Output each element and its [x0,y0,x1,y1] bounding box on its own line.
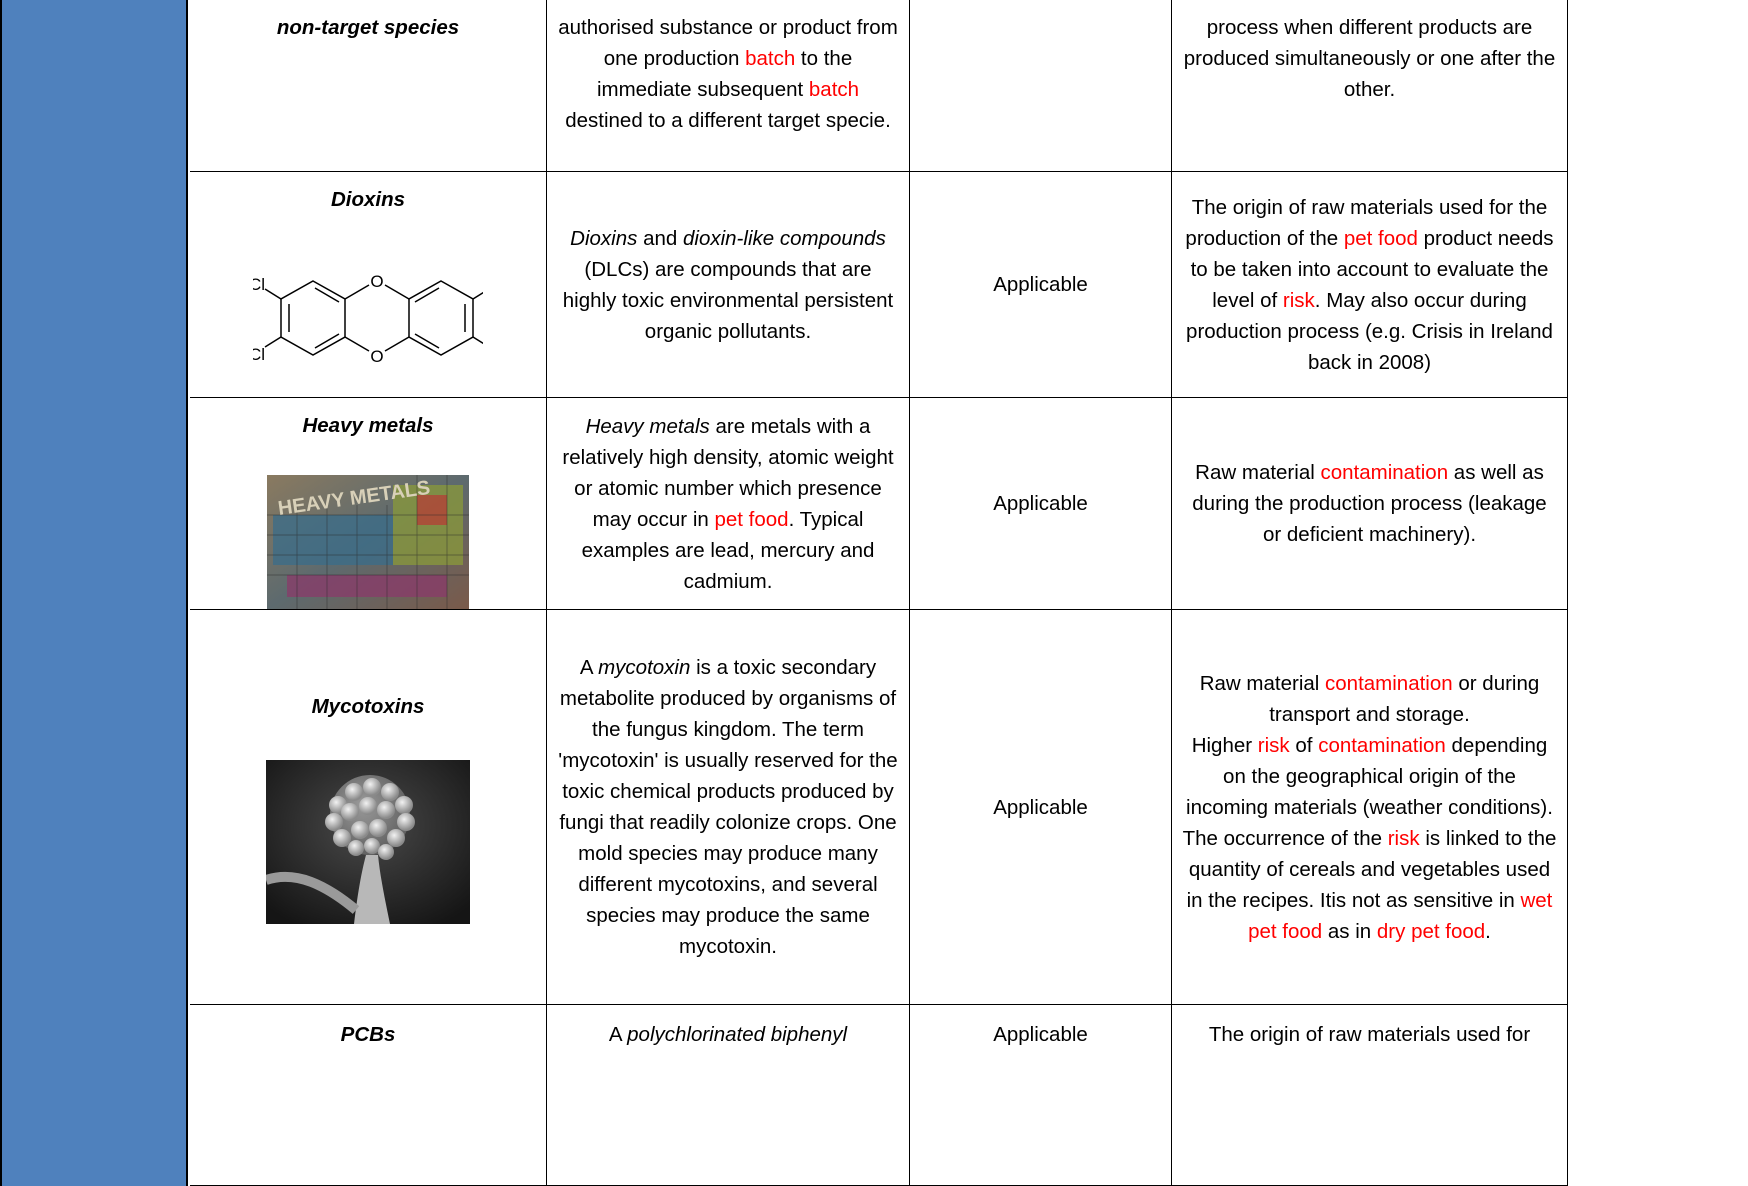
hazard-name: non-target species [276,16,460,39]
applicability: Applicable [993,273,1088,296]
text-run: . May also occur during production proce… [1186,288,1553,374]
applicability-cell: Applicable [910,1005,1172,1186]
atom-label: O [370,347,383,366]
text-run: The origin of raw materials used for the… [1185,195,1548,250]
text-run: or during transport and storage. [1269,671,1540,726]
highlighted-term: contamination [1320,461,1449,484]
hazard-name: Mycotoxins [311,694,425,718]
hazard-name: Heavy metals [302,414,434,437]
paragraph: A polychlorinated biphenyl [557,1019,899,1050]
paragraph: Higher risk of contamination depending o… [1182,730,1557,823]
applicability-cell: Applicable [910,398,1172,610]
remarks-cell: The origin of raw materials used for [1172,1005,1568,1186]
highlighted-term: contamination [1318,733,1446,757]
text-run: as in [1322,919,1377,943]
text-run: product needs to be taken into account t… [1190,226,1554,312]
italic-term: polychlorinated biphenyl [627,1023,848,1046]
text-run: as well as during the production process… [1192,461,1547,546]
hazard-name: PCBs [340,1023,396,1046]
text-run: are metals with a relatively high densit… [562,414,894,531]
highlighted-term: contamination [1325,671,1453,695]
mycotoxin-image [266,759,470,924]
atom-label: Cl [253,275,265,294]
remarks-cell: The origin of raw materials used for the… [1172,172,1568,398]
remarks-cell: Raw material contamination as well as du… [1172,398,1568,610]
text-run: Higher [1191,733,1258,757]
italic-term: mycotoxin [598,656,691,679]
italic-term: dioxin-like compounds [683,226,886,250]
hazard-cell: Dioxins Cl O Cl Cl O Cl [190,172,547,398]
text-run: is linked to the quantity of cereals and… [1186,826,1557,912]
text-run: A [608,1023,628,1046]
atom-label: O [370,272,383,291]
description-cell: A polychlorinated biphenyl [547,1005,910,1186]
highlighted-term: batch [745,47,796,70]
applicability: Applicable [993,492,1088,515]
description-cell: Heavy metals are metals with a relativel… [547,398,910,610]
text-run: . Typical examples are lead, mercury and… [581,507,875,593]
paragraph: process when different products are prod… [1182,12,1557,105]
atom-label: Cl [253,345,265,364]
description-cell: authorised substance or product from one… [547,0,910,172]
hazard-cell: PCBs [190,1005,547,1186]
description-cell: A mycotoxin is a toxic secondary metabol… [547,610,910,1005]
highlighted-term: risk [1387,826,1420,850]
text-run: A [579,656,599,679]
text-run: authorised substance or product from one… [558,16,898,70]
hazard-cell: Mycotoxins [190,610,547,1005]
applicability: Applicable [993,795,1088,819]
italic-term: Dioxins [570,226,638,250]
paragraph: The origin of raw materials used for the… [1182,192,1557,378]
text-run: Raw material [1195,461,1321,484]
heavy-metals-image: HEAVY METALS [267,475,469,609]
hazard-cell: non-target species [190,0,547,172]
highlighted-term: risk [1257,733,1290,757]
applicability-cell: Applicable [910,610,1172,1005]
highlighted-term: pet food [1343,226,1418,250]
paragraph: authorised substance or product from one… [557,12,899,136]
description-cell: Dioxins and dioxin-like compounds (DLCs)… [547,172,910,398]
hazard-cell: Heavy metals HEAVY METALS [190,398,547,610]
text-run: Raw material [1199,671,1326,695]
text-run: (DLCs) are compounds that are highly tox… [562,257,894,343]
remarks-cell: Raw material contamination or during tra… [1172,610,1568,1005]
dioxin-structure: Cl O Cl Cl O Cl [253,272,483,366]
applicability: Applicable [993,1023,1088,1046]
remarks-cell: process when different products are prod… [1172,0,1568,172]
paragraph: Dioxins and dioxin-like compounds (DLCs)… [557,223,899,347]
highlighted-term: risk [1282,288,1315,312]
highlighted-term: wet pet food [1248,888,1553,943]
applicability-cell [910,0,1172,172]
text-run: depending on the geographical origin of … [1186,733,1553,819]
highlighted-term: dry pet food [1376,919,1486,943]
text-run: The origin of raw materials used for [1208,1023,1531,1046]
text-run: to the immediate subsequent [596,47,853,101]
paragraph: Raw material contamination as well as du… [1182,457,1557,550]
paragraph: The origin of raw materials used for [1182,1019,1557,1050]
text-run: process when different products are prod… [1183,16,1556,101]
hazard-name: Dioxins [330,188,406,211]
side-band [0,0,188,1186]
paragraph: A mycotoxin is a toxic secondary metabol… [557,652,899,962]
italic-term: Heavy metals [585,414,710,438]
text-run: of [1289,733,1319,757]
hazard-table: non-target species authorised substance … [190,0,1568,1186]
text-run: The occurrence of the [1182,826,1388,850]
paragraph: Heavy metals are metals with a relativel… [557,411,899,597]
paragraph: Raw material contamination or during tra… [1182,668,1557,730]
highlighted-term: batch [808,78,860,101]
text-run: is a toxic secondary metabolite produced… [558,656,898,958]
paragraph: The occurrence of the risk is linked to … [1182,823,1557,947]
applicability-cell: Applicable [910,172,1172,398]
text-run: and [637,226,683,250]
text-run: destined to a different target specie. [565,109,891,132]
highlighted-term: pet food [714,507,789,531]
text-run: . [1485,919,1491,943]
